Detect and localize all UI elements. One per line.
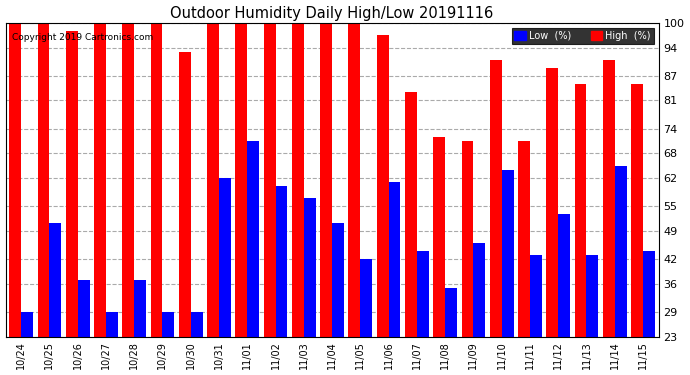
Bar bbox=[264, 23, 275, 337]
Bar bbox=[247, 141, 259, 337]
Bar bbox=[546, 68, 558, 337]
Text: Copyright 2019 Cartronics.com: Copyright 2019 Cartronics.com bbox=[12, 33, 153, 42]
Bar bbox=[643, 251, 655, 337]
Bar bbox=[558, 214, 570, 337]
Legend: Low  (%), High  (%): Low (%), High (%) bbox=[511, 28, 653, 44]
Bar bbox=[377, 35, 388, 337]
Bar bbox=[320, 23, 332, 337]
Bar bbox=[162, 312, 175, 337]
Bar bbox=[586, 255, 598, 337]
Bar bbox=[37, 23, 50, 337]
Bar bbox=[631, 84, 643, 337]
Bar bbox=[433, 137, 445, 337]
Bar bbox=[94, 23, 106, 337]
Bar bbox=[462, 141, 473, 337]
Bar bbox=[502, 170, 513, 337]
Bar bbox=[615, 166, 627, 337]
Bar bbox=[405, 92, 417, 337]
Bar bbox=[575, 84, 586, 337]
Bar bbox=[388, 182, 400, 337]
Bar bbox=[134, 280, 146, 337]
Title: Outdoor Humidity Daily High/Low 20191116: Outdoor Humidity Daily High/Low 20191116 bbox=[170, 6, 493, 21]
Bar bbox=[473, 243, 485, 337]
Bar bbox=[179, 52, 190, 337]
Bar bbox=[21, 312, 33, 337]
Bar bbox=[106, 312, 118, 337]
Bar bbox=[207, 23, 219, 337]
Bar bbox=[275, 186, 288, 337]
Bar bbox=[445, 288, 457, 337]
Bar bbox=[219, 178, 231, 337]
Bar bbox=[304, 198, 315, 337]
Bar bbox=[150, 23, 162, 337]
Bar bbox=[9, 23, 21, 337]
Bar bbox=[190, 312, 203, 337]
Bar bbox=[490, 60, 502, 337]
Bar bbox=[530, 255, 542, 337]
Bar bbox=[235, 23, 247, 337]
Bar bbox=[518, 141, 530, 337]
Bar bbox=[78, 280, 90, 337]
Bar bbox=[292, 23, 304, 337]
Bar bbox=[603, 60, 615, 337]
Bar bbox=[122, 23, 134, 337]
Bar bbox=[66, 31, 78, 337]
Bar bbox=[417, 251, 428, 337]
Bar bbox=[50, 223, 61, 337]
Bar bbox=[360, 259, 372, 337]
Bar bbox=[332, 223, 344, 337]
Bar bbox=[348, 23, 360, 337]
